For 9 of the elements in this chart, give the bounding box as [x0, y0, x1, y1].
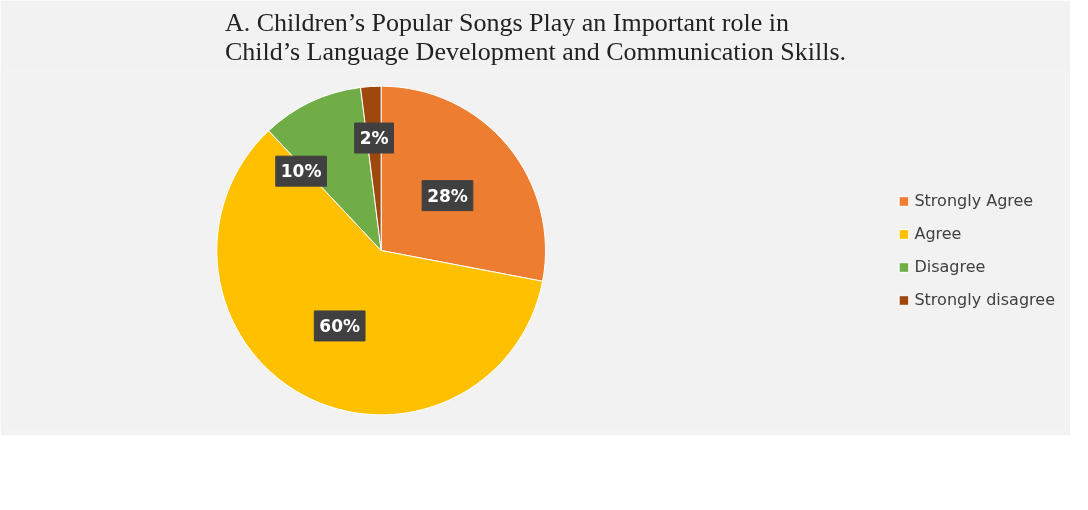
data-label: 2% — [359, 128, 389, 149]
data-label: 60% — [319, 315, 361, 336]
chart-title: A. Children’s Popular Songs Play an Important role in Child’s Language Development and Communication Skills. — [224, 7, 847, 66]
data-label: 28% — [427, 185, 468, 206]
data-label: 10% — [280, 161, 322, 182]
legend-label: Disagree — [914, 257, 986, 276]
legend-label: Strongly disagree — [914, 290, 1055, 309]
legend-label: Agree — [914, 224, 962, 243]
legend-label: Strongly Agree — [914, 191, 1034, 210]
